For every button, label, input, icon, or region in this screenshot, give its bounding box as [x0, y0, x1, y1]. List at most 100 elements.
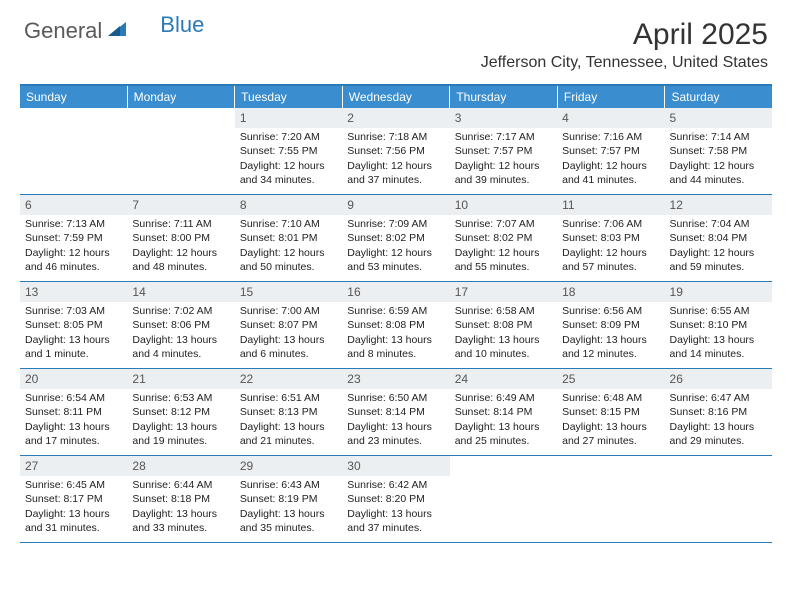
day-body: Sunrise: 7:00 AMSunset: 8:07 PMDaylight:… — [235, 304, 342, 365]
daylight-line: Daylight: 12 hours and 44 minutes. — [670, 159, 767, 187]
daylight-line: Daylight: 13 hours and 14 minutes. — [670, 333, 767, 361]
calendar-grid: SundayMondayTuesdayWednesdayThursdayFrid… — [20, 84, 772, 543]
day-number: 14 — [127, 282, 234, 302]
day-cell: 11Sunrise: 7:06 AMSunset: 8:03 PMDayligh… — [557, 195, 664, 281]
day-cell: 24Sunrise: 6:49 AMSunset: 8:14 PMDayligh… — [450, 369, 557, 455]
daylight-line: Daylight: 12 hours and 48 minutes. — [132, 246, 229, 274]
weekday-header-cell: Sunday — [20, 86, 128, 108]
daylight-line: Daylight: 12 hours and 50 minutes. — [240, 246, 337, 274]
day-number: 23 — [342, 369, 449, 389]
daylight-line: Daylight: 12 hours and 55 minutes. — [455, 246, 552, 274]
day-cell: 18Sunrise: 6:56 AMSunset: 8:09 PMDayligh… — [557, 282, 664, 368]
day-number: 17 — [450, 282, 557, 302]
month-title: April 2025 — [481, 18, 768, 52]
sunrise-line: Sunrise: 7:00 AM — [240, 304, 337, 318]
sunset-line: Sunset: 7:58 PM — [670, 144, 767, 158]
day-cell: 17Sunrise: 6:58 AMSunset: 8:08 PMDayligh… — [450, 282, 557, 368]
day-cell: 5Sunrise: 7:14 AMSunset: 7:58 PMDaylight… — [665, 108, 772, 194]
day-number: 10 — [450, 195, 557, 215]
sunrise-line: Sunrise: 6:58 AM — [455, 304, 552, 318]
daylight-line: Daylight: 13 hours and 25 minutes. — [455, 420, 552, 448]
daylight-line: Daylight: 13 hours and 35 minutes. — [240, 507, 337, 535]
title-block: April 2025 Jefferson City, Tennessee, Un… — [481, 18, 768, 72]
day-body: Sunrise: 6:58 AMSunset: 8:08 PMDaylight:… — [450, 304, 557, 365]
sunrise-line: Sunrise: 6:42 AM — [347, 478, 444, 492]
day-number: 13 — [20, 282, 127, 302]
day-cell: 15Sunrise: 7:00 AMSunset: 8:07 PMDayligh… — [235, 282, 342, 368]
day-cell: 12Sunrise: 7:04 AMSunset: 8:04 PMDayligh… — [665, 195, 772, 281]
day-cell: 22Sunrise: 6:51 AMSunset: 8:13 PMDayligh… — [235, 369, 342, 455]
week-row: 6Sunrise: 7:13 AMSunset: 7:59 PMDaylight… — [20, 195, 772, 282]
sunset-line: Sunset: 8:00 PM — [132, 231, 229, 245]
day-number: 18 — [557, 282, 664, 302]
sunset-line: Sunset: 8:08 PM — [455, 318, 552, 332]
day-cell: 21Sunrise: 6:53 AMSunset: 8:12 PMDayligh… — [127, 369, 234, 455]
day-cell — [127, 108, 234, 194]
day-cell: 10Sunrise: 7:07 AMSunset: 8:02 PMDayligh… — [450, 195, 557, 281]
daylight-line: Daylight: 13 hours and 19 minutes. — [132, 420, 229, 448]
day-body: Sunrise: 7:11 AMSunset: 8:00 PMDaylight:… — [127, 217, 234, 278]
weekday-header-cell: Saturday — [665, 86, 772, 108]
daylight-line: Daylight: 13 hours and 10 minutes. — [455, 333, 552, 361]
daylight-line: Daylight: 12 hours and 37 minutes. — [347, 159, 444, 187]
daylight-line: Daylight: 13 hours and 21 minutes. — [240, 420, 337, 448]
day-body: Sunrise: 6:43 AMSunset: 8:19 PMDaylight:… — [235, 478, 342, 539]
sunrise-line: Sunrise: 6:53 AM — [132, 391, 229, 405]
weeks-container: 1Sunrise: 7:20 AMSunset: 7:55 PMDaylight… — [20, 108, 772, 543]
day-cell: 30Sunrise: 6:42 AMSunset: 8:20 PMDayligh… — [342, 456, 449, 542]
daylight-line: Daylight: 13 hours and 6 minutes. — [240, 333, 337, 361]
day-body: Sunrise: 7:14 AMSunset: 7:58 PMDaylight:… — [665, 130, 772, 191]
day-number: 2 — [342, 108, 449, 128]
day-body: Sunrise: 7:07 AMSunset: 8:02 PMDaylight:… — [450, 217, 557, 278]
sunset-line: Sunset: 8:11 PM — [25, 405, 122, 419]
daylight-line: Daylight: 13 hours and 4 minutes. — [132, 333, 229, 361]
day-body: Sunrise: 7:02 AMSunset: 8:06 PMDaylight:… — [127, 304, 234, 365]
sunrise-line: Sunrise: 7:13 AM — [25, 217, 122, 231]
day-cell: 29Sunrise: 6:43 AMSunset: 8:19 PMDayligh… — [235, 456, 342, 542]
day-number: 20 — [20, 369, 127, 389]
weekday-header-cell: Thursday — [450, 86, 558, 108]
day-cell: 2Sunrise: 7:18 AMSunset: 7:56 PMDaylight… — [342, 108, 449, 194]
logo: General Blue — [24, 18, 204, 44]
day-cell — [665, 456, 772, 542]
logo-text-general: General — [24, 18, 102, 44]
sunset-line: Sunset: 8:18 PM — [132, 492, 229, 506]
day-cell: 26Sunrise: 6:47 AMSunset: 8:16 PMDayligh… — [665, 369, 772, 455]
day-cell: 4Sunrise: 7:16 AMSunset: 7:57 PMDaylight… — [557, 108, 664, 194]
sunrise-line: Sunrise: 6:48 AM — [562, 391, 659, 405]
sunset-line: Sunset: 8:07 PM — [240, 318, 337, 332]
day-number: 15 — [235, 282, 342, 302]
day-number: 26 — [665, 369, 772, 389]
day-number: 30 — [342, 456, 449, 476]
sunset-line: Sunset: 8:16 PM — [670, 405, 767, 419]
day-body: Sunrise: 7:10 AMSunset: 8:01 PMDaylight:… — [235, 217, 342, 278]
day-number: 4 — [557, 108, 664, 128]
week-row: 13Sunrise: 7:03 AMSunset: 8:05 PMDayligh… — [20, 282, 772, 369]
sunset-line: Sunset: 7:56 PM — [347, 144, 444, 158]
sunrise-line: Sunrise: 7:14 AM — [670, 130, 767, 144]
day-body: Sunrise: 7:16 AMSunset: 7:57 PMDaylight:… — [557, 130, 664, 191]
sunset-line: Sunset: 8:20 PM — [347, 492, 444, 506]
day-number: 24 — [450, 369, 557, 389]
daylight-line: Daylight: 12 hours and 46 minutes. — [25, 246, 122, 274]
day-body: Sunrise: 6:51 AMSunset: 8:13 PMDaylight:… — [235, 391, 342, 452]
day-body: Sunrise: 6:54 AMSunset: 8:11 PMDaylight:… — [20, 391, 127, 452]
day-body: Sunrise: 6:48 AMSunset: 8:15 PMDaylight:… — [557, 391, 664, 452]
sunrise-line: Sunrise: 6:43 AM — [240, 478, 337, 492]
day-body: Sunrise: 6:47 AMSunset: 8:16 PMDaylight:… — [665, 391, 772, 452]
sunset-line: Sunset: 8:15 PM — [562, 405, 659, 419]
sunset-line: Sunset: 7:57 PM — [455, 144, 552, 158]
day-number: 12 — [665, 195, 772, 215]
daylight-line: Daylight: 12 hours and 39 minutes. — [455, 159, 552, 187]
sunset-line: Sunset: 8:14 PM — [347, 405, 444, 419]
sunrise-line: Sunrise: 7:10 AM — [240, 217, 337, 231]
day-cell: 16Sunrise: 6:59 AMSunset: 8:08 PMDayligh… — [342, 282, 449, 368]
sunset-line: Sunset: 8:19 PM — [240, 492, 337, 506]
weekday-header-cell: Tuesday — [235, 86, 343, 108]
sunrise-line: Sunrise: 7:03 AM — [25, 304, 122, 318]
day-cell: 27Sunrise: 6:45 AMSunset: 8:17 PMDayligh… — [20, 456, 127, 542]
day-cell: 9Sunrise: 7:09 AMSunset: 8:02 PMDaylight… — [342, 195, 449, 281]
daylight-line: Daylight: 12 hours and 59 minutes. — [670, 246, 767, 274]
week-row: 1Sunrise: 7:20 AMSunset: 7:55 PMDaylight… — [20, 108, 772, 195]
daylight-line: Daylight: 13 hours and 12 minutes. — [562, 333, 659, 361]
